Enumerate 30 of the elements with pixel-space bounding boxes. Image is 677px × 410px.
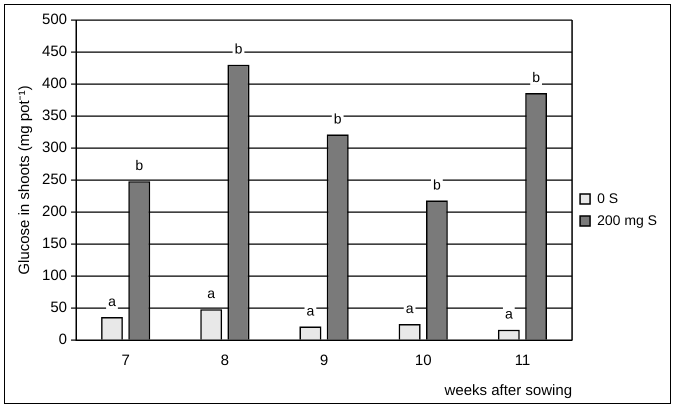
y-tick-label: 50	[50, 299, 68, 316]
y-tick-label: 200	[42, 203, 68, 220]
annotation: b	[532, 68, 540, 85]
y-tick-label: 350	[42, 107, 68, 124]
y-axis-title: Glucose in shoots (mg pot⁻¹)	[16, 85, 34, 275]
y-tick-label: 250	[42, 171, 68, 188]
y-tick-label: 0	[58, 331, 68, 348]
legend-label: 0 S	[597, 190, 618, 206]
annotation: b	[135, 157, 144, 174]
y-tick-label: 450	[42, 43, 68, 60]
y-tick-label: 500	[42, 11, 68, 28]
y-tick-label: 400	[42, 75, 68, 92]
x-tick-label: 7	[121, 352, 130, 370]
y-tick-label: 100	[42, 267, 68, 284]
x-tick-label: 11	[514, 352, 530, 370]
y-tick-label: 150	[42, 235, 68, 252]
annotation: b	[334, 110, 342, 126]
annotation: a	[504, 306, 513, 322]
annotation: b	[433, 176, 442, 192]
x-tick-label: 8	[220, 352, 230, 370]
annotation: a	[207, 285, 216, 302]
x-tick-label: 9	[320, 352, 328, 370]
annotation: a	[406, 300, 414, 316]
annotation: a	[108, 292, 116, 309]
x-axis-title: weeks after sowing	[444, 382, 572, 400]
annotation: b	[234, 40, 243, 57]
y-tick-label: 300	[42, 139, 68, 156]
annotation: a	[306, 302, 315, 318]
legend-label: 200 mg S	[597, 212, 658, 228]
x-tick-label: 10	[414, 352, 432, 370]
